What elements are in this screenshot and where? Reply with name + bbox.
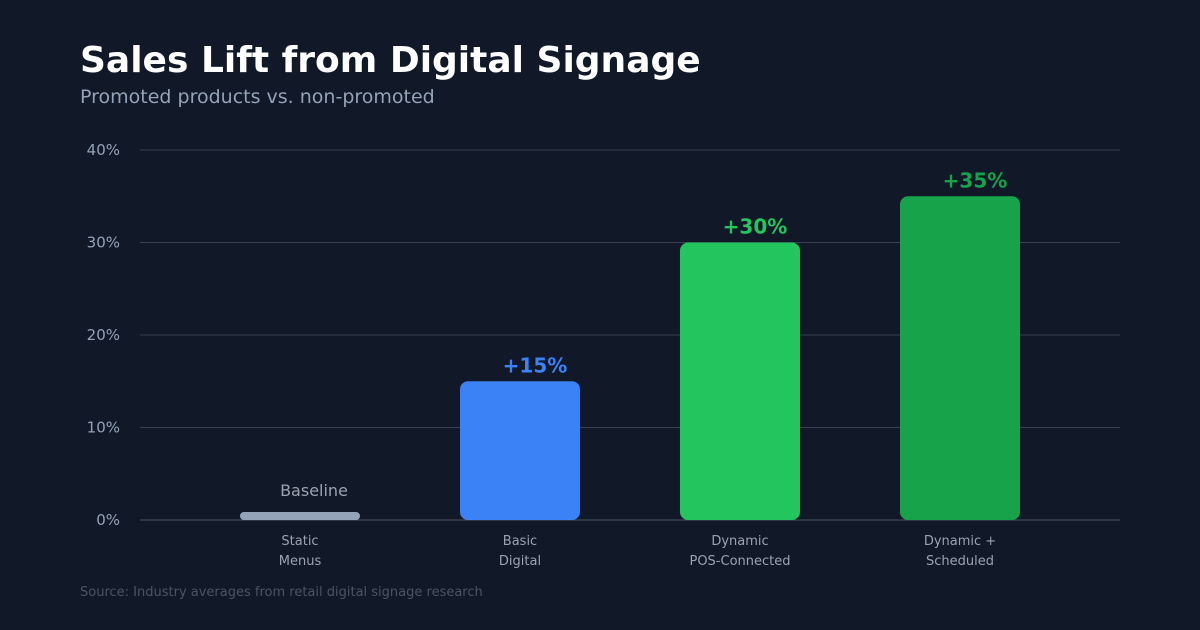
chart-subtitle: Promoted products vs. non-promoted — [80, 86, 435, 108]
y-tick-label: 20% — [87, 326, 120, 344]
x-category-label: POS-Connected — [689, 554, 790, 569]
x-category-label: Basic — [503, 534, 537, 549]
x-category-label: Static — [281, 534, 318, 549]
bar — [680, 242, 800, 520]
bar — [240, 512, 360, 520]
x-category-label: Menus — [279, 554, 322, 569]
x-category-label: Dynamic — [711, 534, 768, 549]
y-axis-ticks: 0% 10% 20% 30% 40% — [87, 141, 120, 529]
bar-value-label: +15% — [503, 353, 568, 377]
source-note: Source: Industry averages from retail di… — [80, 585, 483, 600]
y-tick-label: 10% — [87, 419, 120, 437]
x-category-label: Scheduled — [926, 554, 994, 569]
bar-value-label: +35% — [943, 168, 1008, 192]
bar — [900, 196, 1020, 520]
chart-title: Sales Lift from Digital Signage — [80, 40, 701, 81]
x-category-label: Dynamic + — [924, 534, 996, 549]
bars — [240, 196, 1020, 520]
x-axis-categories: Static Menus Basic Digital Dynamic POS-Connec… — [279, 534, 996, 569]
x-category-label: Digital — [499, 554, 541, 569]
y-tick-label: 30% — [87, 234, 120, 252]
baseline-label: Baseline — [280, 481, 348, 500]
y-tick-label: 0% — [96, 511, 120, 529]
bar-value-label: +30% — [723, 215, 788, 239]
bar — [460, 381, 580, 520]
value-labels: Baseline +15% +30% +35% — [280, 168, 1007, 500]
y-tick-label: 40% — [87, 141, 120, 159]
